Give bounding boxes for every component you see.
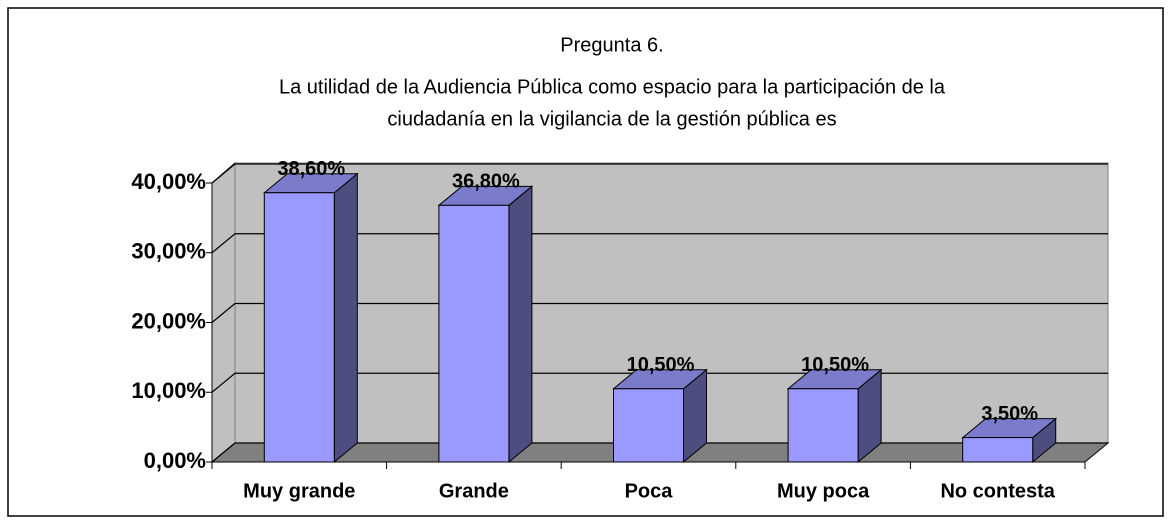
bar-side	[333, 172, 358, 464]
y-tick-label: 0,00%	[144, 448, 206, 473]
bar	[438, 204, 510, 463]
value-label: 10,50%	[627, 354, 695, 376]
bar-side	[508, 185, 533, 464]
grid-line	[211, 163, 1108, 184]
value-label: 38,60%	[277, 158, 345, 180]
x-tick-label: Muy poca	[777, 480, 870, 502]
chart-subtitle: ciudadanía en la vigilancia de la gestió…	[387, 108, 836, 130]
chart-title: Pregunta 6.	[560, 34, 663, 56]
value-label: 3,50%	[981, 403, 1038, 425]
x-tick-label: No contesta	[940, 480, 1055, 502]
x-tick-label: Grande	[439, 480, 509, 502]
bar	[263, 192, 335, 463]
value-label: 10,50%	[801, 354, 869, 376]
grid-line	[211, 302, 1108, 323]
grid-line	[211, 233, 1108, 254]
y-tick-label: 30,00%	[131, 239, 206, 264]
chart-subtitle: La utilidad de la Audiencia Pública como…	[279, 76, 946, 98]
x-tick-label: Muy grande	[243, 480, 355, 502]
bar	[787, 388, 859, 463]
bar	[613, 388, 684, 463]
y-tick-label: 10,00%	[131, 378, 206, 403]
x-tick-label: Poca	[625, 480, 674, 502]
value-label: 36,80%	[452, 171, 520, 193]
y-tick-label: 20,00%	[131, 308, 206, 333]
y-tick-label: 40,00%	[131, 169, 206, 194]
bar	[962, 437, 1034, 463]
